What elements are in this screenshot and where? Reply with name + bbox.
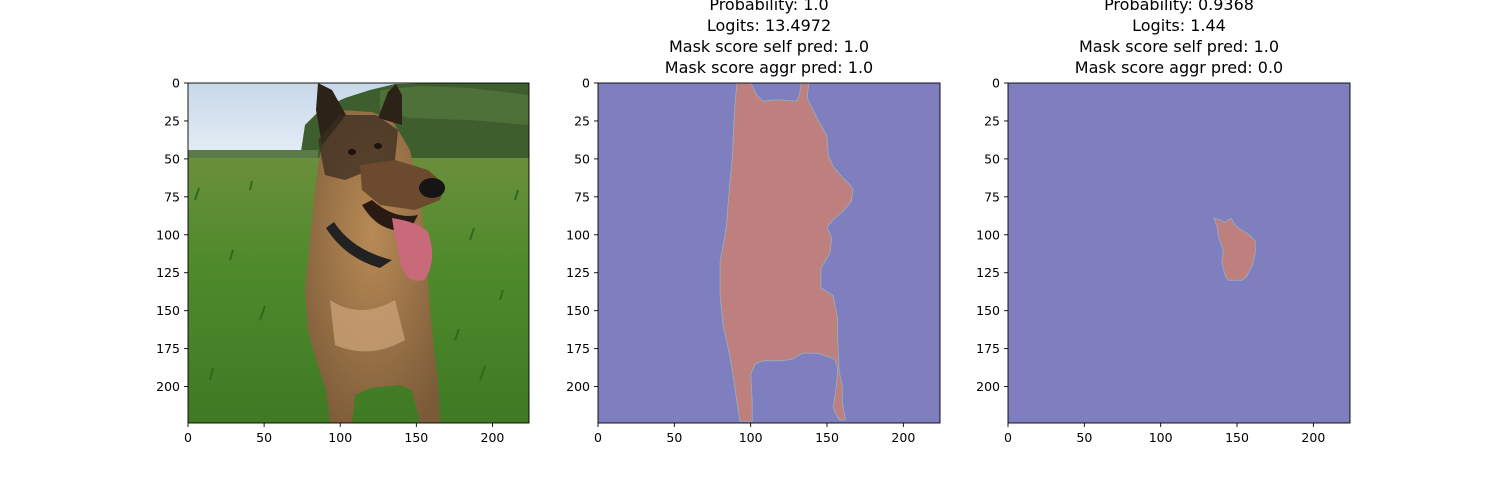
y-tick-label: 75 bbox=[164, 189, 180, 204]
x-tick-label: 200 bbox=[481, 430, 505, 445]
panel-3-title-line-4: Mask score aggr pred: 0.0 bbox=[1075, 58, 1283, 77]
y-tick-label: 175 bbox=[566, 341, 590, 356]
axes-layer: 0 50 100 150 200 0 25 50 75 100 125 150 175 200 0 50 100… bbox=[156, 76, 1351, 445]
panel-2-title-line-3: Mask score self pred: 1.0 bbox=[669, 37, 869, 56]
y-tick-label: 125 bbox=[156, 265, 180, 280]
y-tick-label: 0 bbox=[582, 76, 590, 91]
y-tick-label: 175 bbox=[156, 341, 180, 356]
y-tick-label: 75 bbox=[574, 189, 590, 204]
x-tick-label: 200 bbox=[1301, 430, 1325, 445]
axes-frame bbox=[187, 82, 530, 424]
y-tick-label: 200 bbox=[976, 379, 1000, 394]
panel-2-title-line-4: Mask score aggr pred: 1.0 bbox=[665, 58, 873, 77]
photo-dog-chest bbox=[330, 300, 405, 352]
panel-2-title: Probability: 1.0 Logits: 13.4972 Mask sc… bbox=[665, 0, 873, 77]
panel-3-mask-image bbox=[1008, 83, 1350, 423]
photo-grass-texture bbox=[194, 180, 519, 381]
x-tick-label: 0 bbox=[594, 430, 602, 445]
panel-2-title-line-1: Probability: 1.0 bbox=[709, 0, 828, 14]
photo-treeline-light bbox=[380, 86, 529, 125]
y-tick-label: 175 bbox=[976, 341, 1000, 356]
photo-dog-right-ear bbox=[378, 84, 402, 125]
y-tick-label: 0 bbox=[992, 76, 1000, 91]
panel-3-title-line-2: Logits: 1.44 bbox=[1132, 16, 1226, 35]
photo-dog-eye-right bbox=[374, 143, 382, 149]
y-tick-label: 100 bbox=[976, 227, 1000, 242]
mask-background-region bbox=[1008, 83, 1350, 423]
photo-dog-snout bbox=[360, 160, 445, 210]
y-tick-label: 200 bbox=[156, 379, 180, 394]
photo-dog-collar bbox=[326, 222, 392, 268]
panel-3-title: Probability: 0.9368 Logits: 1.44 Mask sc… bbox=[1075, 0, 1283, 77]
y-tick-label: 50 bbox=[164, 151, 180, 166]
x-tick-label: 100 bbox=[328, 430, 352, 445]
x-tick-label: 150 bbox=[404, 430, 428, 445]
y-tick-label: 100 bbox=[566, 227, 590, 242]
y-tick-label: 25 bbox=[984, 113, 1000, 128]
y-tick-label: 125 bbox=[566, 265, 590, 280]
panel-1-axes: 0 50 100 150 200 0 25 50 75 100 125 150 175 200 bbox=[156, 76, 530, 445]
y-tick-label: 125 bbox=[976, 265, 1000, 280]
mask-foreground-region bbox=[719, 82, 854, 422]
y-tick-label: 50 bbox=[984, 151, 1000, 166]
photo-far-hedge bbox=[188, 150, 318, 160]
panel-3-axes: 0 50 100 150 200 0 25 50 75 100 125 150 175 200 bbox=[976, 76, 1351, 445]
panel-2-mask-image bbox=[598, 82, 940, 423]
panel-2-axes: 0 50 100 150 200 0 25 50 75 100 125 150 175 200 bbox=[566, 76, 941, 445]
panel-1-image bbox=[188, 83, 529, 423]
y-tick-label: 0 bbox=[172, 76, 180, 91]
x-tick-label: 50 bbox=[666, 430, 682, 445]
y-tick-label: 100 bbox=[156, 227, 180, 242]
x-tick-label: 100 bbox=[1149, 430, 1173, 445]
photo-dog-nose bbox=[419, 178, 445, 198]
y-tick-label: 200 bbox=[566, 379, 590, 394]
x-tick-label: 150 bbox=[815, 430, 839, 445]
photo-dog-left-ear bbox=[316, 83, 346, 145]
y-tick-label: 150 bbox=[976, 303, 1000, 318]
y-tick-label: 25 bbox=[164, 113, 180, 128]
y-tick-label: 150 bbox=[156, 303, 180, 318]
panel-3-title-line-1: Probability: 0.9368 bbox=[1104, 0, 1254, 14]
y-tick-label: 75 bbox=[984, 189, 1000, 204]
panel-3-title-line-3: Mask score self pred: 1.0 bbox=[1079, 37, 1279, 56]
photo-dog-eye-left bbox=[348, 149, 356, 155]
x-tick-label: 0 bbox=[1004, 430, 1012, 445]
axes-frame bbox=[597, 82, 941, 424]
x-tick-label: 200 bbox=[891, 430, 915, 445]
y-tick-label: 150 bbox=[566, 303, 590, 318]
x-tick-label: 150 bbox=[1225, 430, 1249, 445]
x-tick-label: 50 bbox=[256, 430, 272, 445]
y-tick-label: 25 bbox=[574, 113, 590, 128]
axes-frame bbox=[1007, 82, 1351, 424]
x-tick-label: 50 bbox=[1076, 430, 1092, 445]
photo-dog-tongue bbox=[392, 218, 433, 281]
mask-foreground-region bbox=[1213, 217, 1256, 281]
x-tick-label: 0 bbox=[184, 430, 192, 445]
x-tick-label: 100 bbox=[739, 430, 763, 445]
y-tick-label: 50 bbox=[574, 151, 590, 166]
panel-2-title-line-2: Logits: 13.4972 bbox=[707, 16, 831, 35]
